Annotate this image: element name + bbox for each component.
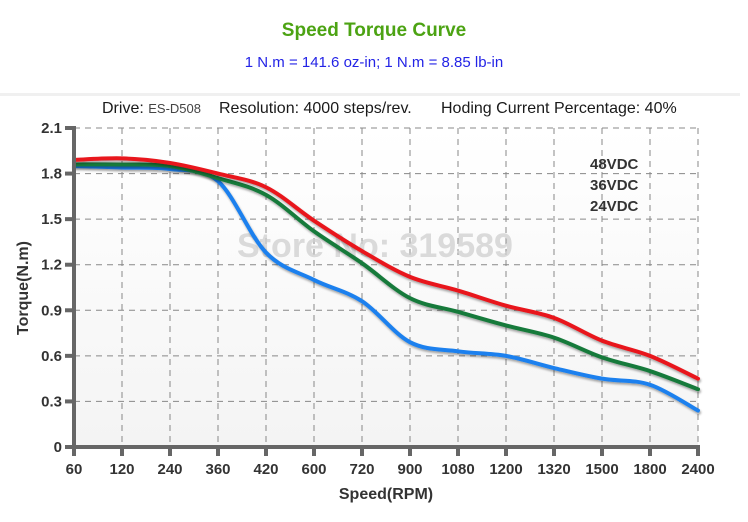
unit-conversion-note: 1 N.m = 141.6 oz-in; 1 N.m = 8.85 lb-in bbox=[244, 54, 504, 71]
chart-title: Speed Torque Curve bbox=[281, 20, 467, 41]
y-tick-label: 2.1 bbox=[41, 120, 62, 137]
x-tick-label: 240 bbox=[157, 461, 182, 478]
series-line-36vdc bbox=[72, 162, 700, 392]
series-line-48vdc bbox=[72, 156, 700, 381]
y-tick-label: 1.5 bbox=[41, 211, 62, 228]
x-tick-label: 420 bbox=[253, 461, 278, 478]
y-tick-label: 0.6 bbox=[41, 348, 62, 365]
x-tick-label: 900 bbox=[397, 461, 422, 478]
x-tick-label: 120 bbox=[109, 461, 134, 478]
x-tick-label: 720 bbox=[349, 461, 374, 478]
x-tick-label: 1080 bbox=[441, 461, 474, 478]
y-tick-label: 1.2 bbox=[41, 257, 62, 274]
y-tick-label: 0.9 bbox=[41, 302, 62, 319]
y-tick-label: 1.8 bbox=[41, 166, 62, 183]
plot-area bbox=[74, 128, 698, 447]
legend-label-48vdc: 48VDC bbox=[590, 156, 639, 173]
x-tick-label: 360 bbox=[205, 461, 230, 478]
holding-current-info: Hoding Current Percentage: 40% bbox=[441, 100, 677, 117]
header-divider bbox=[0, 93, 740, 96]
x-tick-label: 1320 bbox=[537, 461, 570, 478]
y-tick-label: 0.3 bbox=[41, 393, 62, 410]
resolution-info: Resolution: 4000 steps/rev. bbox=[219, 100, 412, 117]
series-line-24vdc bbox=[72, 163, 700, 413]
x-tick-label: 1500 bbox=[585, 461, 618, 478]
x-axis-title: Speed(RPM) bbox=[339, 486, 433, 503]
drive-model: ES-D508 bbox=[148, 101, 201, 116]
x-tick-label: 600 bbox=[301, 461, 326, 478]
x-tick-label: 60 bbox=[66, 461, 83, 478]
drive-label: Drive: bbox=[102, 100, 144, 117]
y-axis-title: Torque(N.m) bbox=[15, 241, 32, 335]
drive-info: Drive: ES-D508 bbox=[102, 100, 201, 118]
legend-label-36vdc: 36VDC bbox=[590, 177, 639, 194]
x-tick-label: 1800 bbox=[633, 461, 666, 478]
legend-label-24vdc: 24VDC bbox=[590, 198, 639, 215]
x-tick-label: 1200 bbox=[489, 461, 522, 478]
y-tick-label: 0 bbox=[54, 439, 62, 456]
x-tick-label: 2400 bbox=[681, 461, 714, 478]
